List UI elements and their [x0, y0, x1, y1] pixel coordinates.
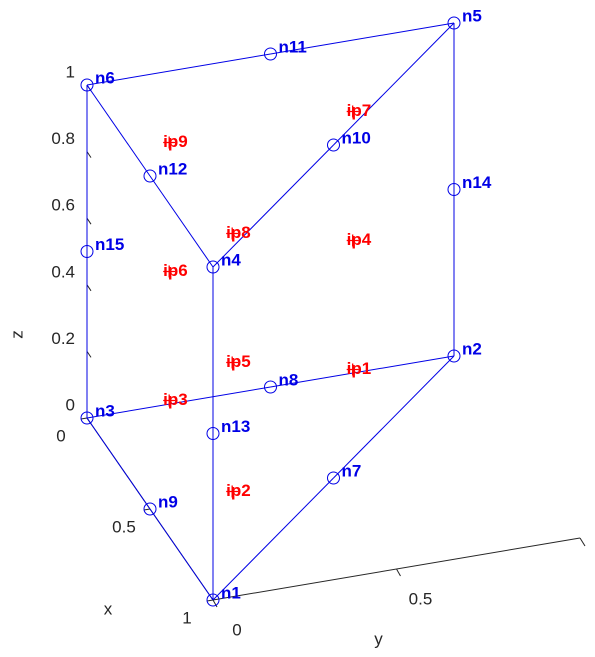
point-label: ip5 — [226, 352, 251, 371]
point-marker — [163, 136, 176, 149]
mesh-edge — [86, 53, 271, 86]
point-label: ip4 — [347, 230, 372, 249]
x-axis-label: x — [104, 599, 113, 618]
y-axis-end-tick — [579, 537, 586, 547]
node-marker — [80, 411, 94, 425]
mesh-edge — [86, 84, 151, 177]
z-tick-label: 0 — [66, 395, 75, 414]
node-marker — [206, 427, 220, 440]
point-marker — [163, 394, 176, 407]
node-label: n6 — [95, 68, 115, 87]
node-marker — [264, 47, 277, 61]
point-marker — [226, 227, 239, 240]
point-label: ip7 — [347, 101, 372, 120]
z-tick-label: 0.6 — [51, 196, 75, 215]
point-label: ip9 — [163, 132, 188, 151]
mesh-edge — [270, 22, 455, 55]
node-label: n15 — [95, 235, 124, 254]
y-tick-label: 0.5 — [409, 589, 433, 608]
point-marker — [346, 234, 359, 247]
node-marker — [80, 78, 94, 92]
node-marker — [327, 471, 340, 485]
z-tick-label: 1 — [66, 62, 75, 81]
mesh-edge — [212, 477, 334, 601]
mesh-edge — [212, 144, 334, 268]
point-marker — [163, 265, 176, 278]
y-axis-label: y — [374, 629, 383, 648]
node-label: n10 — [342, 128, 371, 147]
x-tick-label: 0.5 — [112, 517, 136, 536]
mesh-edge — [333, 355, 455, 479]
node-label: n11 — [279, 37, 307, 56]
node-label: n7 — [342, 461, 362, 480]
z-tick — [86, 151, 92, 158]
point-label: ip8 — [226, 223, 251, 242]
node-marker — [264, 380, 277, 394]
node-label: n1 — [221, 583, 241, 602]
node-label: n13 — [221, 417, 250, 436]
node-marker — [447, 349, 461, 363]
z-tick — [86, 284, 92, 292]
x-tick-label: 0 — [56, 426, 65, 445]
point-label: ip2 — [226, 481, 251, 500]
point-label: ip1 — [347, 359, 372, 378]
point-marker — [226, 356, 239, 369]
node-marker — [143, 169, 157, 183]
node-label: n2 — [462, 339, 482, 358]
node-marker — [327, 138, 340, 152]
mesh-edge — [86, 386, 271, 419]
mesh-edge — [333, 22, 455, 146]
point-marker — [346, 105, 359, 118]
node-label: n4 — [221, 250, 241, 269]
x-tick-label: 1 — [182, 608, 191, 627]
y-tick — [396, 568, 401, 577]
mesh-edge — [149, 175, 214, 268]
y-tick — [212, 599, 218, 608]
node-label: n3 — [95, 401, 115, 420]
point-marker — [346, 363, 359, 376]
node-label: n5 — [462, 6, 482, 25]
node-marker — [447, 183, 461, 196]
x-tick — [143, 508, 151, 511]
mesh-edge — [270, 355, 455, 388]
z-tick-label: 0.8 — [51, 129, 75, 148]
z-tick-label: 0.4 — [51, 262, 75, 281]
z-tick — [86, 351, 92, 358]
node-label: n9 — [158, 492, 178, 511]
node-label: n12 — [158, 159, 187, 178]
node-marker — [447, 16, 461, 30]
x-tick — [80, 417, 88, 420]
z-axis-label: z — [7, 330, 26, 339]
mesh-edge — [86, 417, 151, 510]
node-label: n14 — [462, 173, 492, 192]
mesh-edge — [149, 508, 214, 601]
point-label: ip6 — [163, 261, 188, 280]
node-marker — [206, 260, 220, 274]
z-tick-label: 0.2 — [51, 329, 75, 348]
x-tick — [206, 599, 214, 602]
point-marker — [226, 485, 239, 498]
y-tick-label: 0 — [232, 620, 241, 639]
node-marker — [206, 593, 220, 607]
node-label: n8 — [279, 370, 299, 389]
node-marker — [80, 245, 94, 258]
point-label: ip3 — [163, 390, 188, 409]
node-marker — [143, 502, 157, 516]
z-tick — [86, 217, 92, 225]
